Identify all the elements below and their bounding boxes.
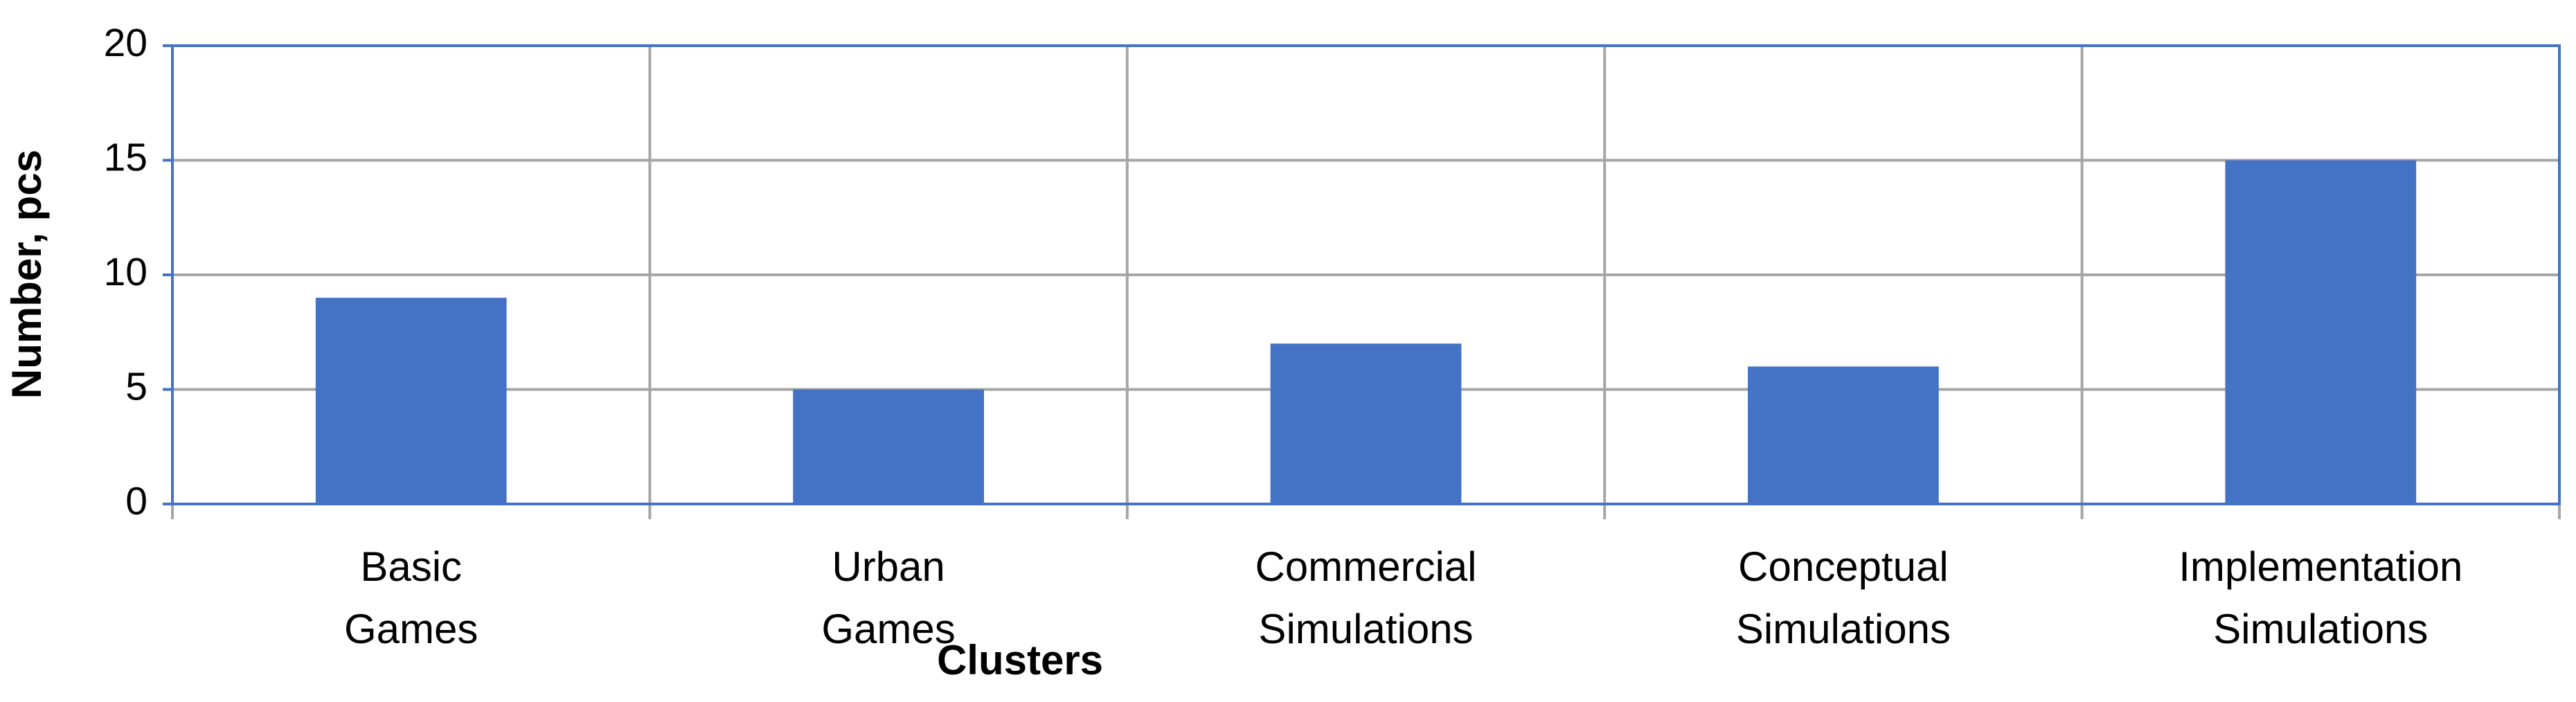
x-tick-label: Conceptual Simulations xyxy=(1736,543,1951,652)
bar xyxy=(1270,343,1462,504)
x-axis-title: Clusters xyxy=(937,637,1103,683)
x-tick-label: Commercial Simulations xyxy=(1255,543,1476,652)
x-tick-label: Urban Games xyxy=(821,543,955,652)
y-tick-label: 20 xyxy=(104,21,147,65)
y-tick-label: 15 xyxy=(104,136,147,180)
y-tick-label: 5 xyxy=(125,365,147,409)
x-tick-label: Implementation Simulations xyxy=(2179,543,2462,652)
x-tick-label: Basic Games xyxy=(344,543,478,652)
bar xyxy=(315,298,507,504)
y-tick-label: 10 xyxy=(104,250,147,294)
bar xyxy=(2225,160,2417,504)
bar xyxy=(1748,366,1939,504)
y-tick-label: 0 xyxy=(125,479,147,523)
y-axis-title: Number, pcs xyxy=(3,150,50,399)
bar xyxy=(793,389,984,504)
